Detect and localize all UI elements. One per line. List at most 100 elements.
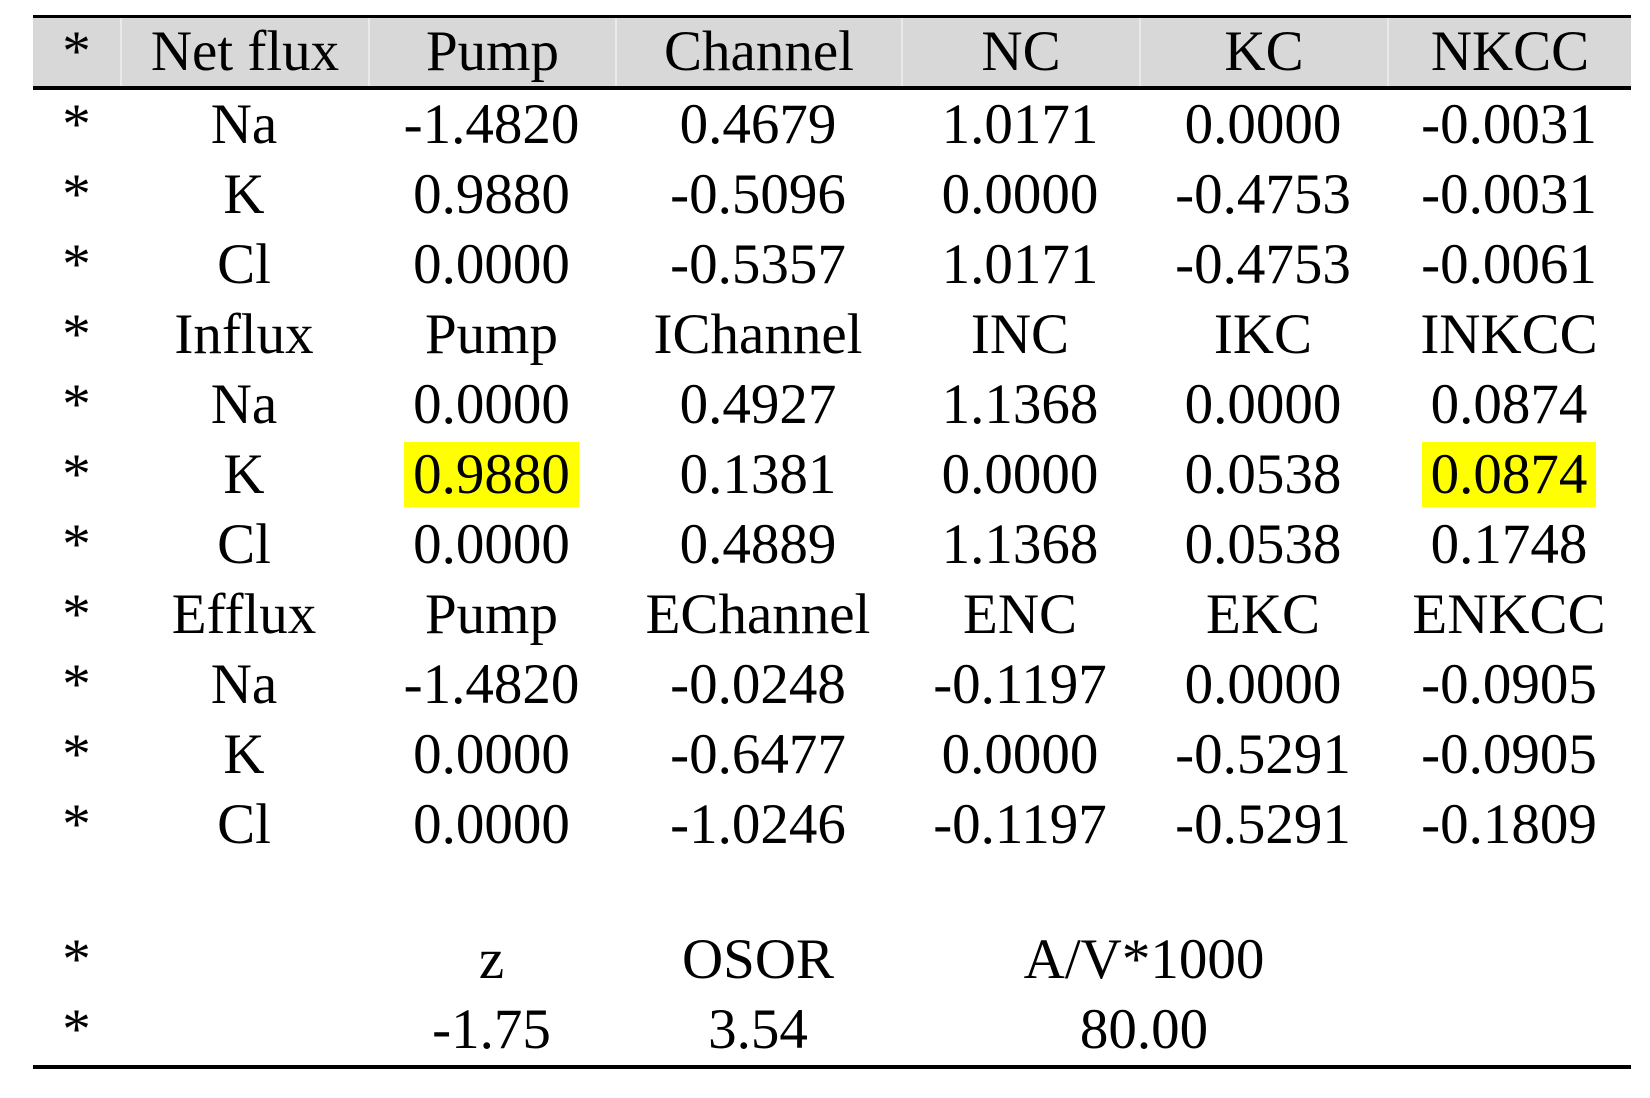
value-cell: 0.0000	[413, 513, 570, 576]
value-cell: 0.0000	[1184, 373, 1342, 436]
row-marker: *	[62, 163, 91, 226]
value-cell: 0.4679	[679, 93, 837, 156]
header-cell-netflux: Net flux	[120, 18, 368, 86]
table-row-efflux-header: * Efflux Pump EChannel ENC EKC ENKCC	[33, 580, 1631, 650]
subheader-cell: INC	[970, 303, 1070, 366]
value-cell: -0.4753	[1175, 233, 1351, 296]
value-cell: 1.0171	[941, 233, 1099, 296]
value-cell-highlighted: 0.0874	[1387, 440, 1631, 510]
table-row-efflux-k: * K 0.0000 -0.6477 0.0000 -0.5291 -0.090…	[33, 720, 1631, 790]
value-cell: -1.4820	[403, 653, 580, 716]
value-cell: 0.0538	[1184, 513, 1342, 576]
table-row-netflux-na: * Na -1.4820 0.4679 1.0171 0.0000 -0.003…	[33, 90, 1631, 160]
header-cell-kc: KC	[1139, 18, 1387, 86]
value-cell: -0.5357	[670, 233, 846, 296]
blank-row	[33, 860, 1631, 925]
value-cell: -0.0061	[1421, 233, 1597, 296]
value-cell: 0.0000	[413, 233, 570, 296]
value-cell: -0.0031	[1421, 163, 1597, 226]
table-row-influx-header: * Influx Pump IChannel INC IKC INKCC	[33, 300, 1631, 370]
value-cell: -0.5291	[1175, 793, 1351, 856]
value-cell: 0.0000	[1184, 93, 1342, 156]
value-cell: -1.0246	[670, 793, 846, 856]
value-cell: 0.0874	[1430, 373, 1588, 436]
row-marker: *	[62, 513, 91, 576]
section-label-influx: Influx	[174, 303, 314, 366]
value-cell: 0.4927	[679, 373, 837, 436]
row-label: K	[223, 443, 265, 506]
value-cell: -0.1197	[933, 653, 1107, 716]
value-cell: 1.1368	[941, 373, 1099, 436]
value-cell: -0.6477	[670, 723, 846, 786]
table-row-influx-na: * Na 0.0000 0.4927 1.1368 0.0000 0.0874	[33, 370, 1631, 440]
value-cell: 0.0538	[1184, 443, 1342, 506]
value-cell: -0.0031	[1421, 93, 1597, 156]
av-ratio-value: 80.00	[1079, 998, 1209, 1061]
value-cell: -0.4753	[1175, 163, 1351, 226]
subheader-cell: ENKCC	[1412, 583, 1606, 646]
z-value: -1.75	[432, 998, 551, 1061]
row-marker: *	[62, 93, 91, 156]
row-marker: *	[62, 928, 91, 991]
row-label: Na	[210, 373, 278, 436]
row-label: Cl	[217, 793, 271, 856]
footer-value-row: * -1.75 3.54 80.00	[33, 995, 1631, 1065]
row-marker: *	[62, 373, 91, 436]
z-label: z	[478, 928, 505, 991]
value-cell: 0.0000	[413, 373, 570, 436]
value-cell: 0.9880	[413, 163, 570, 226]
row-marker: *	[62, 653, 91, 716]
value-cell: -1.4820	[403, 93, 580, 156]
row-label: K	[223, 723, 265, 786]
table-row-influx-cl: * Cl 0.0000 0.4889 1.1368 0.0538 0.1748	[33, 510, 1631, 580]
empty-cell	[120, 995, 368, 1065]
osor-value: 3.54	[708, 998, 808, 1061]
row-label: Cl	[217, 233, 271, 296]
subheader-cell: INKCC	[1420, 303, 1598, 366]
flux-table: * Net flux Pump Channel NC KC NKCC * Na …	[33, 15, 1631, 1069]
table-row-netflux-cl: * Cl 0.0000 -0.5357 1.0171 -0.4753 -0.00…	[33, 230, 1631, 300]
subheader-cell: IChannel	[653, 303, 863, 366]
subheader-cell: EKC	[1206, 583, 1320, 646]
row-marker: *	[62, 233, 91, 296]
table-row-netflux-k: * K 0.9880 -0.5096 0.0000 -0.4753 -0.003…	[33, 160, 1631, 230]
value-cell-highlighted: 0.9880	[368, 440, 615, 510]
header-cell-nkcc: NKCC	[1387, 18, 1631, 86]
value-cell: 0.1381	[679, 443, 837, 506]
value-cell: 0.0000	[941, 163, 1099, 226]
value-cell: 1.0171	[941, 93, 1099, 156]
section-label-efflux: Efflux	[171, 583, 317, 646]
osor-label: OSOR	[681, 928, 835, 991]
row-label: K	[223, 163, 265, 226]
row-marker: *	[62, 998, 91, 1061]
row-label: Na	[210, 93, 278, 156]
footer-label-row: * z OSOR A/V*1000	[33, 925, 1631, 995]
value-cell: -0.1197	[933, 793, 1107, 856]
header-row: * Net flux Pump Channel NC KC NKCC	[33, 15, 1631, 90]
subheader-cell: Pump	[424, 303, 559, 366]
row-marker: *	[62, 723, 91, 786]
value-cell: 0.0000	[1184, 653, 1342, 716]
value-cell: 0.1748	[1430, 513, 1588, 576]
highlight-inkcc-influx-k: 0.0874	[1421, 442, 1597, 507]
value-cell: 0.4889	[679, 513, 837, 576]
subheader-cell: IKC	[1213, 303, 1313, 366]
av-ratio-label: A/V*1000	[1023, 928, 1265, 991]
value-cell: -0.0905	[1421, 653, 1597, 716]
value-cell: 1.1368	[941, 513, 1099, 576]
table-row-influx-k: * K 0.9880 0.1381 0.0000 0.0538 0.0874	[33, 440, 1631, 510]
row-marker: *	[62, 583, 91, 646]
value-cell: 0.0000	[941, 723, 1099, 786]
value-cell: -0.5291	[1175, 723, 1351, 786]
header-cell-nc: NC	[901, 18, 1139, 86]
empty-cell	[120, 925, 368, 995]
value-cell: 0.0000	[413, 793, 570, 856]
header-cell-marker: *	[62, 20, 91, 83]
row-marker: *	[62, 443, 91, 506]
table-row-efflux-cl: * Cl 0.0000 -1.0246 -0.1197 -0.5291 -0.1…	[33, 790, 1631, 860]
row-label: Cl	[217, 513, 271, 576]
value-cell: -0.5096	[670, 163, 846, 226]
row-marker: *	[62, 303, 91, 366]
subheader-cell: Pump	[424, 583, 559, 646]
header-cell-channel: Channel	[615, 18, 901, 86]
